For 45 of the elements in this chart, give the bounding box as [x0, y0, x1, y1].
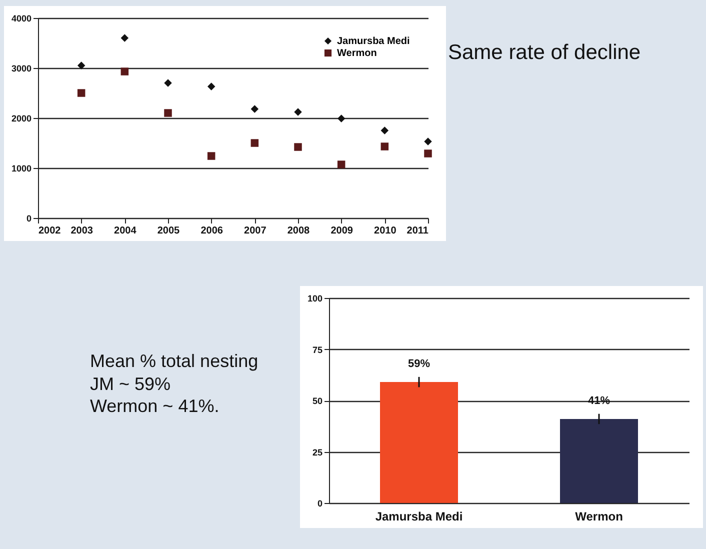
point [294, 143, 302, 151]
point [207, 152, 216, 160]
point [424, 138, 432, 146]
y-tick-label: 0 [26, 214, 32, 224]
point [164, 109, 172, 117]
point [337, 160, 346, 168]
x-tick-label: 2005 [157, 226, 180, 236]
x-tick-label: 2009 [330, 226, 354, 236]
x-tick-label: 2008 [287, 226, 310, 236]
x-tick-label: 2003 [70, 226, 94, 236]
x-tick-label: 2007 [244, 226, 267, 236]
legend-label: Wermon [337, 48, 377, 59]
point [164, 79, 172, 87]
text: JM ~ 59% [90, 372, 172, 395]
x-tick-label: 2010 [374, 226, 397, 236]
point [120, 34, 129, 42]
point [294, 108, 302, 116]
point [380, 142, 389, 150]
point [424, 150, 432, 158]
y-tick-label: 50 [312, 396, 322, 406]
legend-label: Jamursba Medi [337, 36, 410, 47]
x-tick-label: 2004 [114, 226, 137, 236]
y-tick-label: 75 [312, 344, 322, 355]
point [77, 62, 86, 70]
text: Wermon ~ 41%. [90, 395, 220, 418]
y-tick-label: 2000 [11, 114, 32, 124]
text: Same rate of decline [448, 40, 641, 66]
x-tick-label: 2011 [406, 226, 429, 236]
y-tick-label: 1000 [11, 164, 32, 174]
y-tick-label: 0 [317, 498, 322, 508]
y-tick-label: 100 [307, 294, 322, 304]
text: Mean % total nesting [90, 350, 258, 372]
x-tick-label: 2006 [200, 226, 224, 236]
y-tick-label: 25 [312, 447, 322, 458]
point [77, 89, 86, 97]
point [380, 126, 389, 134]
point [250, 105, 259, 113]
point [250, 139, 259, 147]
y-tick-label: 4000 [11, 14, 32, 24]
y-tick-label: 3000 [11, 64, 32, 74]
point [337, 114, 346, 122]
x-tick-label: 2002 [38, 226, 62, 236]
data-label: 59% [408, 358, 430, 370]
point [207, 82, 216, 90]
point [120, 68, 129, 76]
